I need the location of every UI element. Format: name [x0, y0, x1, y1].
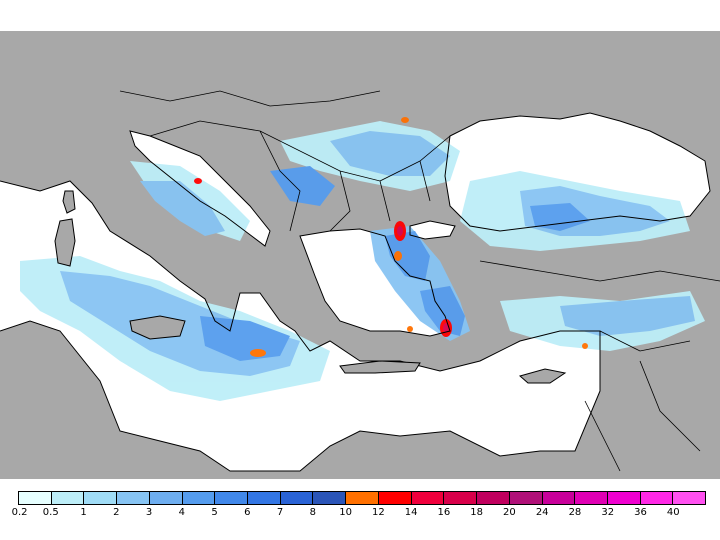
western-mediterranean-sea [0, 181, 600, 471]
coastline-aegean [299, 228, 451, 337]
legend-swatch [477, 492, 510, 504]
precip-region-medium [140, 181, 225, 236]
legend-tick-label: 24 [535, 507, 549, 518]
legend-tick-label: 8 [309, 507, 317, 518]
legend-tick-label: 3 [145, 507, 153, 518]
legend-swatch [640, 492, 674, 504]
precipitation-map [0, 31, 720, 479]
color-scale-labels: 0.2 0.5 1 2 3 4 5 6 7 8 10 12 14 16 18 20 24 28 32 36 40 [0, 507, 720, 523]
precip-region-dark [385, 231, 430, 281]
hotspot-northern-aegean-core [397, 226, 403, 236]
legend-tick-label: 4 [178, 507, 185, 518]
legend-tick-label: 28 [568, 507, 582, 518]
precip-region-dark [530, 203, 590, 231]
legend-tick-label: 0.5 [42, 507, 59, 518]
island-sardinia [54, 218, 76, 267]
precip-region-dark [270, 166, 335, 206]
legend-swatch [313, 492, 347, 504]
legend-tick-label: 36 [634, 507, 647, 518]
island-cyprus [518, 368, 567, 384]
country-borders [119, 90, 720, 472]
marmara-sea [410, 221, 455, 239]
legend-swatch [673, 492, 706, 504]
coastlines [0, 90, 720, 472]
island-crete [339, 360, 421, 374]
legend-swatch [280, 492, 314, 504]
coastline-black-sea [444, 112, 711, 232]
coastline-marmara [409, 220, 456, 240]
legend-swatch [51, 492, 85, 504]
legend-swatch [248, 492, 281, 504]
legend-tick-label: 5 [211, 507, 218, 518]
precip-region-dark [200, 316, 290, 361]
coastline-western-med [0, 180, 601, 472]
legend-swatch [444, 492, 478, 504]
legend-tick-label: 14 [404, 507, 418, 518]
legend-tick-label: 16 [437, 507, 451, 518]
legend-swatch [378, 492, 412, 504]
legend-tick-label: 40 [666, 507, 680, 518]
legend-swatch [509, 492, 543, 504]
legend-tick-label: 0.2 [11, 507, 28, 518]
legend-tick-label: 7 [276, 507, 284, 518]
legend-tick-label: 2 [113, 507, 120, 518]
legend-swatch [607, 492, 641, 504]
hotspot-romania [401, 117, 409, 123]
hotspot-eastern-aegean-core [443, 323, 449, 333]
map-svg [0, 31, 720, 479]
legend-tick-label: 1 [80, 507, 87, 518]
hotspot-central-med [250, 349, 266, 357]
legend-tick-label: 32 [601, 507, 615, 518]
legend-swatch [215, 492, 249, 504]
legend-tick-label: 20 [503, 507, 516, 518]
legend-swatch [84, 492, 118, 504]
legend-swatch [182, 492, 216, 504]
precip-region-dark [420, 286, 465, 336]
legend-swatch [117, 492, 150, 504]
precip-region-medium [560, 296, 695, 336]
hotspot-adriatic [194, 178, 202, 184]
hotspot-southern-turkey [582, 343, 588, 349]
legend-swatch [149, 492, 183, 504]
island-corsica [62, 190, 76, 214]
precip-region-medium [330, 131, 450, 176]
color-scale-bar [18, 491, 706, 505]
legend-tick-label: 18 [470, 507, 484, 518]
legend-swatch [542, 492, 576, 504]
island-sicily [129, 315, 186, 340]
legend-swatch [575, 492, 608, 504]
hotspot-dodecanese [407, 326, 413, 332]
legend-swatch [19, 492, 52, 504]
legend-tick-label: 10 [339, 507, 352, 518]
legend-tick-label: 12 [372, 507, 385, 518]
legend-swatch [346, 492, 379, 504]
hotspot-bosphorus [394, 251, 402, 261]
coastline-adriatic [129, 130, 271, 247]
legend-tick-label: 6 [244, 507, 251, 518]
precipitation-overlay [20, 117, 705, 401]
legend-swatch [411, 492, 445, 504]
